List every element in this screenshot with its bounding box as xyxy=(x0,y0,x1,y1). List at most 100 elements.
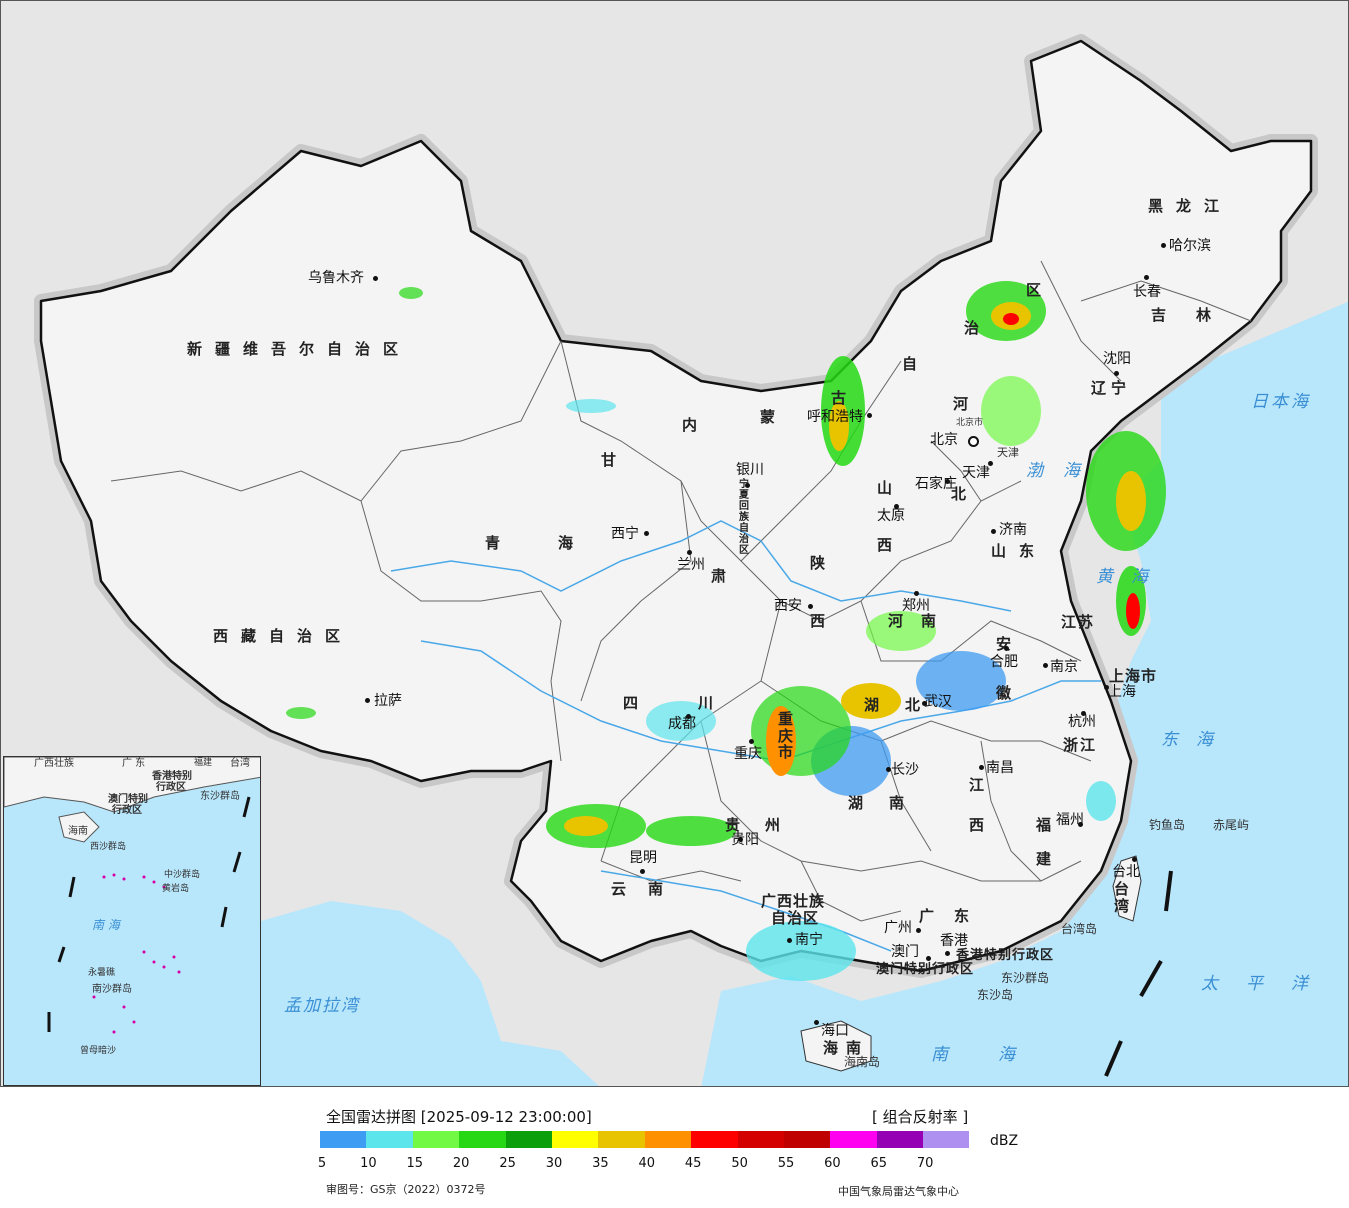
city-haikou: 海口 xyxy=(821,1023,849,1039)
inset-guangdong: 广 东 xyxy=(122,758,146,769)
inset-nansha: 南沙群岛 xyxy=(92,984,132,995)
province-shaanxi-1: 陕 xyxy=(810,554,839,572)
province-taiwan: 台湾 xyxy=(1114,880,1130,915)
product-name: [ 组合反射率 ] xyxy=(872,1108,969,1126)
province-neimenggu-4: 自 xyxy=(902,355,931,373)
province-hainan: 海南 xyxy=(823,1039,870,1057)
city-dot-wuhan xyxy=(922,701,927,706)
sea-donghai: 东海 xyxy=(1161,730,1231,750)
map-canvas xyxy=(34,34,1348,1086)
province-liaoning-1: 辽 xyxy=(1091,379,1120,397)
scale-tick-label: 15 xyxy=(406,1156,424,1171)
scale-swatch xyxy=(551,1131,599,1148)
scale-swatch xyxy=(366,1131,413,1148)
scale-swatch xyxy=(830,1131,877,1148)
city-wuhan: 武汉 xyxy=(924,694,952,710)
scale-swatch xyxy=(459,1131,506,1148)
sea-mengjiala: 孟加拉湾 xyxy=(284,996,360,1016)
city-dot-huhehaote xyxy=(867,413,872,418)
city-dot-hangzhou xyxy=(1081,711,1086,716)
city-guangzhou: 广州 xyxy=(884,920,912,936)
province-qinghai-2: 海 xyxy=(558,534,587,552)
scale-swatch xyxy=(783,1131,831,1148)
island-taiwan: 台湾岛 xyxy=(1061,922,1098,936)
province-xizang: 西藏自治区 xyxy=(213,627,354,645)
south-china-sea-inset: 广西壮族 广 东 福建 台湾 香港特别 行政区 澳门特别 行政区 东沙群岛 海南… xyxy=(3,756,261,1086)
province-fujian-1: 福 xyxy=(1036,816,1065,834)
city-dot-harbin xyxy=(1161,243,1166,248)
scale-swatch xyxy=(505,1131,552,1148)
scale-tick-label: 10 xyxy=(360,1156,377,1171)
unit-label: dBZ xyxy=(990,1133,1019,1149)
inset-hk-2: 行政区 xyxy=(156,782,186,793)
city-dot-xian xyxy=(808,604,813,609)
city-dot-lanzhou xyxy=(687,550,692,555)
city-kunming: 昆明 xyxy=(629,850,657,866)
sea-west xyxy=(261,901,599,1086)
city-hefei: 合肥 xyxy=(990,654,1018,670)
province-guizhou-2: 贵 xyxy=(725,816,754,834)
province-anhui-1: 安 xyxy=(996,635,1025,653)
province-henan: 河南 xyxy=(888,612,955,630)
city-huhehaote: 呼和浩特 xyxy=(807,409,863,425)
province-fujian-2: 建 xyxy=(1036,850,1065,868)
province-hebei-1: 河 xyxy=(953,395,982,413)
sea-east xyxy=(701,301,1348,1086)
province-macao: 澳门特别行政区 xyxy=(876,962,975,977)
province-shanxi-2: 西 xyxy=(877,536,906,554)
sea-nanhai: 南海 xyxy=(931,1045,1065,1065)
city-dot-changchun xyxy=(1144,275,1149,280)
province-qinghai-1: 青 xyxy=(485,534,514,552)
province-neimenggu-3: 古 xyxy=(831,389,860,407)
province-guangxi-1: 广西壮族 xyxy=(761,892,826,910)
province-neimenggu-6: 区 xyxy=(1026,281,1055,299)
city-chongqing: 重庆 xyxy=(734,746,762,762)
city-dot-hongkong xyxy=(945,951,950,956)
city-dot-nanning xyxy=(787,938,792,943)
city-lhasa: 拉萨 xyxy=(374,693,402,709)
province-shaanxi-2: 西 xyxy=(810,612,839,630)
city-chengdu: 成都 xyxy=(668,716,696,732)
scale-tick-label: 30 xyxy=(545,1156,563,1171)
scale-tick-label: 45 xyxy=(684,1156,702,1171)
scale-swatch xyxy=(320,1131,367,1148)
province-neimenggu-2: 蒙 xyxy=(760,408,789,426)
scale-tick-label: 50 xyxy=(731,1156,748,1171)
scale-tick-label: 65 xyxy=(870,1156,888,1171)
city-dot-guangzhou xyxy=(916,928,921,933)
inset-hainan: 海南 xyxy=(68,826,88,837)
inset-dongsha: 东沙群岛 xyxy=(200,791,240,802)
sea-taipingyang: 太平洋 xyxy=(1201,974,1336,994)
city-dot-taibei xyxy=(1132,857,1137,862)
island-dongsha-qundao: 东沙群岛 xyxy=(1001,971,1050,985)
city-dot-chengdu xyxy=(686,714,691,719)
province-sichuan: 四川 xyxy=(623,694,774,712)
city-dot-lhasa xyxy=(365,698,370,703)
color-scale xyxy=(320,1131,970,1148)
island-chiwei: 赤尾屿 xyxy=(1213,818,1250,832)
city-nanning: 南宁 xyxy=(795,932,823,948)
city-dot-shijiazhuang xyxy=(945,479,950,484)
island-hainan: 海南岛 xyxy=(844,1055,881,1069)
city-macau: 澳门 xyxy=(891,944,919,960)
taiwan-island xyxy=(1112,855,1142,922)
inset-hk: 香港特别 xyxy=(152,771,192,782)
province-liaoning-2: 宁 xyxy=(1111,379,1140,397)
city-dot-jinan xyxy=(991,529,996,534)
province-hebei-2: 北 xyxy=(951,485,980,503)
scale-swatch xyxy=(923,1131,970,1148)
scale-tick-label: 60 xyxy=(824,1156,841,1171)
scale-tick-label: 5 xyxy=(317,1156,327,1171)
inset-taiwan: 台湾 xyxy=(230,758,250,769)
province-ningxia: 宁夏回族自治区 xyxy=(739,479,749,556)
city-dot-taiyuan xyxy=(894,504,899,509)
city-dot-changsha xyxy=(886,767,891,772)
city-tianjin: 天津 xyxy=(962,465,990,481)
city-urumqi: 乌鲁木齐 xyxy=(308,270,364,286)
city-nanchang: 南昌 xyxy=(986,760,1014,776)
city-dot-tianjin xyxy=(988,461,993,466)
city-xining: 西宁 xyxy=(611,526,639,542)
sea-bohai: 渤海 xyxy=(1026,461,1100,481)
city-changchun: 长春 xyxy=(1133,284,1161,300)
inset-guangxi: 广西壮族 xyxy=(34,758,74,769)
